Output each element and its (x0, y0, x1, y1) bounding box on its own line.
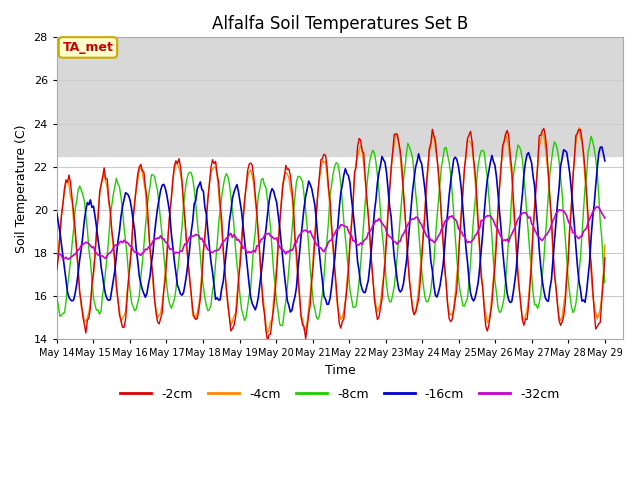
Title: Alfalfa Soil Temperatures Set B: Alfalfa Soil Temperatures Set B (212, 15, 468, 33)
Legend: -2cm, -4cm, -8cm, -16cm, -32cm: -2cm, -4cm, -8cm, -16cm, -32cm (115, 383, 564, 406)
X-axis label: Time: Time (324, 364, 355, 377)
Bar (57, 37, 623, 156)
Y-axis label: Soil Temperature (C): Soil Temperature (C) (15, 124, 28, 252)
Text: TA_met: TA_met (63, 41, 113, 54)
